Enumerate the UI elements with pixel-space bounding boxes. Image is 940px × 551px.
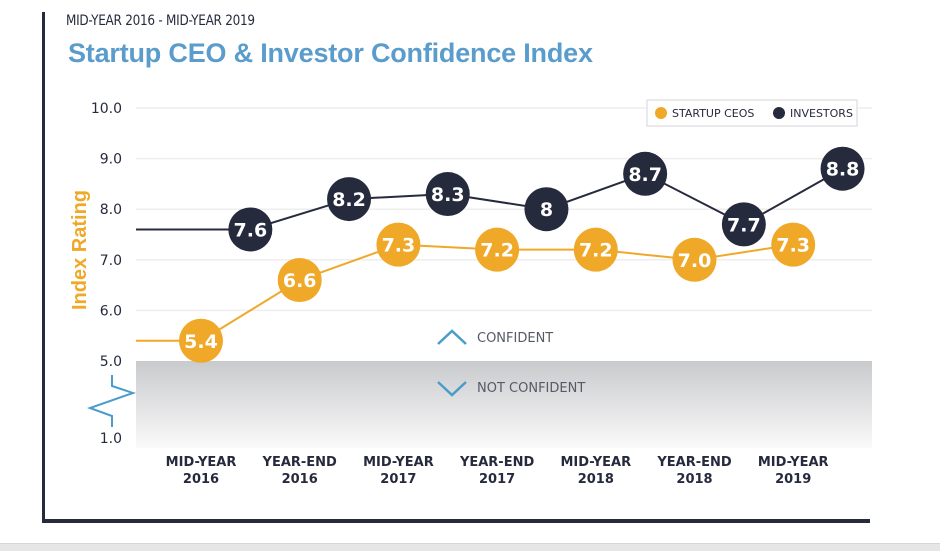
marker-ceo	[771, 222, 816, 267]
x-tick-line1: YEAR-END	[459, 455, 535, 470]
marker-investor	[820, 146, 865, 191]
data-label: 7.2	[480, 240, 514, 262]
x-tick-line2: 2016	[183, 472, 219, 487]
x-tick-line2: 2016	[282, 472, 318, 487]
axis-break-icon	[87, 375, 137, 427]
x-axis-ticks: MID-YEAR2016YEAR-END2016MID-YEAR2017YEAR…	[166, 455, 829, 487]
x-tick-label: YEAR-END 2017	[459, 455, 535, 487]
confident-label: CONFIDENT	[477, 331, 553, 346]
frame-bottom-border	[42, 519, 870, 523]
data-label: 8	[540, 199, 553, 221]
bottom-strip	[0, 543, 940, 551]
data-label: 7.0	[678, 250, 712, 272]
marker-investor	[524, 187, 569, 232]
data-point-investor: 8.3	[425, 172, 470, 217]
data-label: 7.2	[579, 240, 613, 262]
x-tick-line1: MID-YEAR	[363, 455, 434, 470]
x-tick-line1: MID-YEAR	[166, 455, 237, 470]
marker-investor	[228, 207, 273, 252]
data-label: 7.7	[727, 214, 761, 236]
frame-left-border	[42, 12, 45, 523]
data-point-ceo: 7.2	[475, 227, 520, 272]
legend: STARTUP CEOS INVESTORS	[646, 99, 858, 127]
y-tick-label: 9.0	[100, 152, 122, 168]
data-point-investor: 8	[524, 187, 569, 232]
x-tick-line2: 2018	[676, 472, 712, 487]
y-tick-label: 10.0	[91, 101, 122, 117]
x-tick-label: YEAR-END 2018	[656, 455, 732, 487]
y-tick-label: 8.0	[100, 202, 122, 218]
y-tick-label: 5.0	[100, 354, 122, 370]
marker-ceo	[179, 318, 223, 363]
data-label: 6.6	[283, 270, 317, 292]
data-point-investor: 7.6	[228, 207, 273, 252]
legend-ceo-label: STARTUP CEOS	[672, 107, 754, 120]
data-point-ceo: 5.4	[179, 318, 223, 363]
marker-investor	[623, 151, 668, 196]
data-point-investor: 7.7	[721, 202, 766, 247]
marker-ceo	[573, 227, 618, 272]
data-label: 8.7	[628, 164, 662, 186]
x-tick-label: MID-YEAR 2017	[363, 455, 434, 487]
x-tick-line1: YEAR-END	[262, 455, 338, 470]
marker-ceo	[475, 227, 520, 272]
data-point-ceo: 6.6	[277, 258, 322, 303]
marker-investor	[425, 172, 470, 217]
y-tick-label: 7.0	[100, 253, 122, 269]
marker-investor	[721, 202, 766, 247]
y-axis-ticks: 10.0 9.0 8.0 7.0 6.0 5.0 1.0	[91, 101, 122, 447]
x-tick-label: MID-YEAR 2019	[758, 455, 829, 487]
data-point-ceo: 7.2	[573, 227, 618, 272]
chevron-up-icon	[437, 329, 467, 345]
y-tick-label: 1.0	[100, 431, 122, 447]
legend-investor-swatch	[773, 107, 785, 119]
legend-box	[646, 99, 858, 127]
data-label: 8.8	[826, 159, 860, 181]
y-tick-label: 6.0	[100, 303, 122, 319]
data-point-ceo: 7.3	[771, 222, 816, 267]
series-investor: 7.6 8.2 8.3 8 8.7 7.7 8.8	[136, 146, 865, 252]
data-point-ceo: 7.3	[376, 222, 421, 267]
not-confident-label: NOT CONFIDENT	[477, 381, 585, 396]
x-tick-line2: 2017	[479, 472, 515, 487]
marker-ceo	[376, 222, 421, 267]
chevron-down-icon	[437, 381, 467, 397]
legend-ceo-swatch	[655, 107, 667, 119]
marker-ceo	[277, 258, 322, 303]
x-tick-label: MID-YEAR 2016	[166, 455, 237, 487]
data-label: 7.3	[382, 235, 416, 257]
x-tick-label: MID-YEAR 2018	[560, 455, 631, 487]
data-label: 5.4	[184, 331, 218, 353]
legend-investor-label: INVESTORS	[790, 107, 853, 120]
x-tick-line1: MID-YEAR	[560, 455, 631, 470]
not-confident-zone	[136, 361, 872, 448]
data-point-investor: 8.2	[327, 177, 372, 222]
chart-title: Startup CEO & Investor Confidence Index	[68, 38, 593, 68]
x-tick-line2: 2017	[380, 472, 416, 487]
x-tick-label: YEAR-END 2016	[262, 455, 338, 487]
x-tick-line2: 2018	[578, 472, 614, 487]
data-point-investor: 8.8	[820, 146, 865, 191]
chart-subtitle: MID-YEAR 2016 - MID-YEAR 2019	[66, 13, 255, 29]
marker-investor	[327, 177, 372, 222]
data-label: 7.6	[234, 219, 268, 241]
x-tick-line1: MID-YEAR	[758, 455, 829, 470]
data-point-ceo: 7.0	[672, 237, 717, 282]
data-label: 8.3	[431, 184, 465, 206]
x-tick-line1: YEAR-END	[656, 455, 732, 470]
data-label: 8.2	[332, 189, 366, 211]
x-tick-line2: 2019	[775, 472, 811, 487]
data-point-investor: 8.7	[623, 151, 668, 196]
data-label: 7.3	[776, 235, 810, 257]
marker-ceo	[672, 237, 717, 282]
series-layer: 5.4 6.6 7.3 7.2 7.2 7.0 7.3 7.6 8.2 8.3 8 8.7 7.7 8.8	[136, 146, 865, 363]
y-axis-title: Index Rating	[69, 190, 91, 310]
series-ceo: 5.4 6.6 7.3 7.2 7.2 7.0 7.3	[136, 222, 816, 363]
